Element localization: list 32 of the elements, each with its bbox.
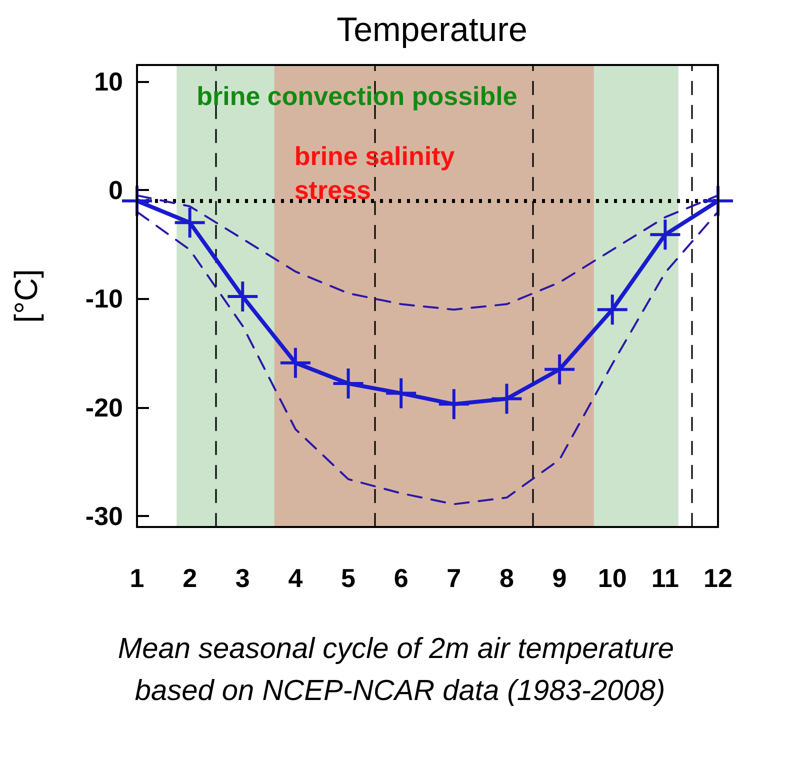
x-tick-label: 2 — [182, 563, 198, 593]
band-label: brine salinity stress — [294, 141, 456, 205]
y-tick-label: -10 — [85, 284, 123, 314]
point — [492, 384, 522, 414]
y-axis-title: [°C] — [8, 269, 44, 323]
chart-title: Temperature — [336, 11, 528, 49]
x-tick-label: 12 — [704, 563, 732, 593]
x-tick-label: 4 — [288, 563, 304, 593]
y-tick-label: 0 — [108, 175, 123, 206]
point — [597, 294, 628, 325]
point — [280, 348, 310, 378]
point — [438, 389, 469, 420]
x-tick-label: 11 — [651, 563, 679, 593]
point — [544, 354, 575, 384]
point — [174, 208, 205, 238]
point — [333, 368, 364, 399]
x-tick-label: 5 — [341, 563, 356, 593]
x-tick-label: 10 — [598, 563, 627, 593]
point — [228, 282, 258, 312]
x-tick-label: 1 — [130, 563, 144, 593]
y-tick-label: 10 — [94, 66, 123, 96]
x-tick-label: 6 — [394, 563, 408, 593]
x-tick-label: 7 — [446, 563, 462, 593]
y-tick-label: -30 — [85, 501, 123, 532]
point — [650, 220, 680, 250]
point — [386, 378, 416, 408]
y-tick-label: -20 — [85, 392, 123, 422]
band-label: brine convection possible — [196, 81, 518, 111]
text: Mean seasonal cycle of 2m air temperature based on NCEP-NCAR data (1983-2008) — [118, 633, 682, 707]
x-tick-label: 3 — [235, 563, 250, 593]
x-tick-label: 8 — [499, 563, 514, 593]
x-tick-label: 9 — [552, 563, 567, 593]
